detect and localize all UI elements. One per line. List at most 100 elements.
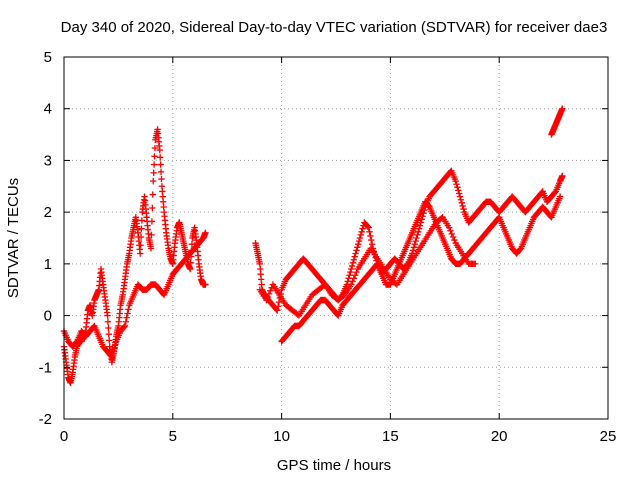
- data-point: [410, 244, 418, 251]
- data-point: [104, 318, 112, 325]
- x-tick-label: 10: [273, 428, 290, 445]
- data-point: [472, 260, 479, 268]
- data-point: [150, 169, 157, 177]
- y-tick-label: -2: [39, 411, 52, 428]
- y-axis-label: SDTVAR / TECUs: [5, 178, 22, 298]
- data-point: [556, 193, 564, 200]
- data-point: [412, 237, 419, 245]
- data-point: [366, 228, 373, 235]
- data-point: [124, 310, 131, 317]
- data-point: [109, 350, 116, 358]
- data-point: [187, 259, 194, 267]
- data-point: [415, 228, 422, 235]
- data-point: [353, 247, 360, 254]
- data-point: [264, 293, 271, 301]
- data-point: [136, 250, 144, 257]
- data-point: [104, 312, 111, 319]
- data-point: [105, 330, 113, 338]
- data-point: [368, 241, 376, 248]
- data-point: [147, 245, 155, 252]
- data-point: [351, 253, 358, 260]
- series-segment-5: [256, 214, 479, 319]
- data-point: [125, 306, 132, 313]
- data-point: [122, 318, 129, 325]
- x-axis-label: GPS time / hours: [277, 457, 391, 474]
- y-tick-label: 2: [44, 204, 52, 221]
- data-point: [349, 259, 357, 267]
- data-point: [365, 224, 372, 231]
- data-point: [348, 265, 355, 273]
- data-point: [263, 296, 270, 304]
- series-segment-4: [278, 193, 564, 345]
- data-point: [121, 322, 129, 330]
- x-tick-label: 5: [169, 428, 177, 445]
- x-tick-label: 25: [600, 428, 617, 445]
- data-point: [356, 234, 364, 242]
- data-point: [149, 191, 156, 198]
- data-point: [105, 324, 112, 332]
- y-tick-label: 5: [44, 49, 52, 66]
- data-point: [265, 290, 273, 298]
- data-point: [110, 347, 117, 354]
- data-point: [349, 278, 356, 285]
- data-point: [448, 230, 455, 238]
- y-tick-label: 1: [44, 256, 52, 273]
- data-point: [445, 224, 453, 231]
- data-point: [274, 307, 281, 314]
- data-point: [411, 241, 418, 248]
- y-tick-labels: -2 -1 0 1 2 3 4 5: [39, 49, 52, 428]
- data-point: [148, 218, 156, 225]
- data-point: [106, 337, 113, 344]
- data-point: [355, 237, 363, 245]
- data-point: [347, 268, 354, 276]
- chart-title: Day 340 of 2020, Sidereal Day-to-day VTE…: [61, 19, 608, 36]
- data-point: [275, 298, 283, 306]
- data-point: [357, 231, 365, 239]
- data-point: [202, 281, 209, 288]
- data-point: [350, 256, 358, 263]
- data-point: [351, 272, 359, 279]
- data-point: [354, 241, 362, 248]
- data-point: [457, 196, 465, 203]
- data-point: [138, 217, 146, 224]
- data-point: [559, 105, 566, 112]
- x-tick-label: 0: [60, 428, 68, 445]
- data-point: [559, 172, 566, 180]
- data-point: [151, 153, 158, 160]
- data-point: [112, 341, 119, 348]
- data-point: [367, 232, 374, 240]
- data-point: [458, 199, 465, 207]
- data-point: [158, 175, 165, 183]
- data-point: [267, 287, 274, 294]
- series-segment-6: [548, 105, 566, 138]
- data-points: [60, 105, 566, 386]
- data-point: [148, 231, 155, 239]
- data-point: [455, 187, 462, 194]
- y-tick-label: -1: [39, 359, 52, 376]
- data-point: [274, 303, 282, 310]
- data-point: [368, 236, 375, 244]
- data-point: [459, 202, 466, 210]
- data-point: [149, 204, 156, 212]
- data-point: [453, 181, 460, 188]
- plot-frame: [63, 56, 609, 420]
- data-point: [151, 144, 159, 152]
- data-point: [157, 161, 164, 168]
- data-point: [188, 241, 196, 248]
- data-point: [413, 234, 420, 242]
- data-point: [455, 190, 463, 197]
- x-tick-label: 15: [382, 428, 399, 445]
- data-point: [460, 205, 467, 213]
- data-point: [187, 265, 194, 273]
- data-point: [414, 231, 421, 239]
- data-point: [348, 262, 356, 270]
- axis-ticks: [63, 56, 609, 420]
- data-point: [120, 323, 128, 331]
- series-segment-1: [60, 126, 209, 386]
- data-point: [348, 281, 355, 288]
- data-point: [346, 272, 353, 279]
- data-point: [354, 244, 361, 251]
- data-point: [451, 236, 458, 244]
- data-point: [156, 154, 164, 161]
